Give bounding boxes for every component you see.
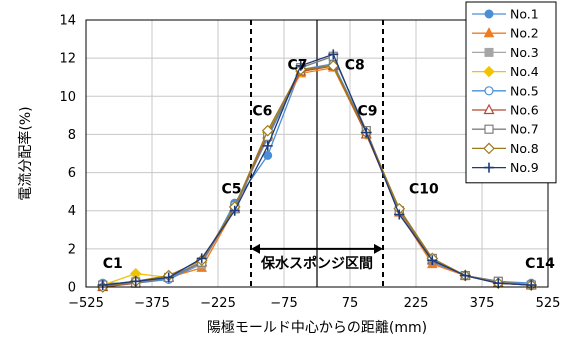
annotation-c10: C10 [409, 182, 439, 198]
legend-no7: No.7 [472, 122, 539, 137]
series-no9-point [229, 205, 240, 216]
series-no9-point [460, 270, 471, 281]
legend-no6: No.6 [472, 103, 539, 118]
series-no1-point [263, 150, 273, 160]
annotation-c14: C14 [525, 256, 555, 272]
series-no9-point [262, 140, 273, 151]
x-tick-label: 225 [404, 296, 429, 311]
legend: No.1 No.2 No.3 No.4 No.5 No.6 No.7 No.8 No.9 [465, 1, 557, 184]
x-tick-label: −375 [134, 296, 170, 311]
legend-no8-marker [483, 142, 495, 155]
series-no9-point [295, 60, 306, 71]
annotation-c9: C9 [357, 103, 377, 119]
y-tick-label: 2 [68, 242, 76, 257]
x-tick-label: 525 [536, 296, 561, 311]
tick-labels: 0 2 4 6 8 10 12 14 −525 −375 −225 −75 75 225 375 525 [59, 14, 560, 312]
y-tick-label: 10 [59, 90, 76, 105]
legend-no5-marker [484, 86, 494, 96]
region-label: 保水スポンジ区間 [260, 255, 373, 272]
legend-no8-label: No.8 [510, 141, 539, 156]
x-tick-label: 75 [342, 296, 359, 311]
x-tick-label: 375 [470, 296, 495, 311]
series-no9-point [427, 255, 438, 266]
series-no8-point [327, 59, 340, 72]
x-tick-label: −225 [200, 296, 236, 311]
legend-no5: No.5 [472, 83, 539, 98]
legend-no2: No.2 [472, 26, 539, 41]
annotation-c8: C8 [345, 58, 365, 74]
series-no9-point [328, 49, 339, 60]
annotation-c1: C1 [103, 256, 123, 272]
legend-no7-marker [484, 124, 494, 134]
y-axis-label: 電流分配率(%) [17, 106, 34, 200]
legend-no4-label: No.4 [510, 64, 539, 79]
legend-no7-label: No.7 [510, 122, 539, 137]
series-no9-point [97, 280, 108, 291]
annotation-c7: C7 [288, 58, 308, 74]
legend-no9: No.9 [472, 160, 539, 175]
annotation-c6: C6 [252, 103, 272, 119]
legend-no2-marker [483, 27, 495, 38]
legend-no6-marker [483, 103, 495, 115]
legend-no3-marker [484, 47, 494, 57]
series-no9-point [163, 272, 174, 283]
y-tick-label: 12 [59, 52, 76, 67]
x-tick-label: −75 [270, 296, 297, 311]
legend-no9-label: No.9 [510, 160, 539, 175]
series-no9-line [102, 53, 532, 286]
y-tick-label: 4 [68, 204, 76, 219]
legend-no4: No.4 [472, 64, 539, 79]
region-arrow-right-head [374, 243, 383, 254]
series-no9-point [196, 253, 207, 264]
series-no9-point [394, 209, 405, 220]
legend-no6-label: No.6 [510, 103, 539, 118]
region-arrow-left-head [251, 243, 260, 254]
annotation-c5: C5 [222, 182, 242, 198]
legend-no3: No.3 [472, 45, 539, 60]
legend-no4-marker [483, 65, 495, 78]
legend-no5-label: No.5 [510, 83, 539, 98]
legend-no1-label: No.1 [510, 7, 539, 22]
y-tick-label: 0 [68, 281, 76, 296]
legend-no3-label: No.3 [510, 45, 539, 60]
legend-box [465, 1, 557, 184]
y-tick-label: 6 [68, 166, 76, 181]
legend-no1: No.1 [472, 7, 539, 22]
sponge-region: 保水スポンジ区間 [250, 20, 384, 287]
legend-no2-label: No.2 [510, 26, 539, 41]
series-no9-point [361, 127, 372, 138]
legend-no8: No.8 [472, 141, 539, 156]
series-group [96, 49, 538, 293]
x-tick-label: −525 [68, 296, 104, 311]
series-no8-point [261, 124, 274, 137]
y-tick-label: 14 [59, 14, 76, 29]
x-axis-label: 陽極モールド中心からの距離(mm) [207, 319, 427, 336]
legend-no9-marker [484, 162, 494, 173]
series-no9-point [130, 276, 141, 287]
legend-no1-marker [484, 9, 494, 19]
y-tick-label: 8 [68, 128, 76, 143]
point-annotations: C1 C5 C6 C7 C8 C9 C10 C14 [103, 58, 555, 272]
series-no9-point [526, 280, 537, 291]
